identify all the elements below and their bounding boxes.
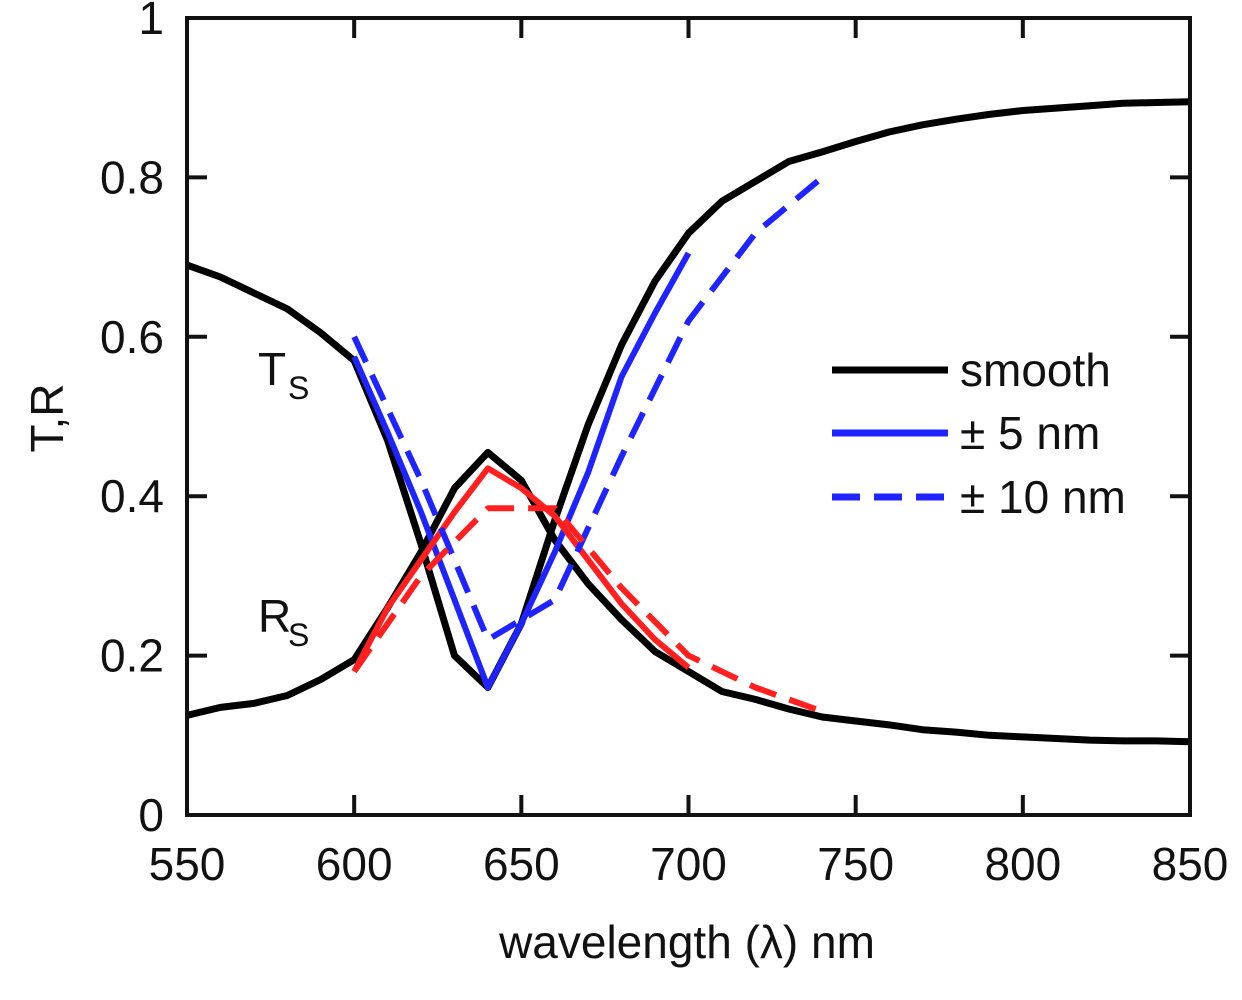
y-tick-label-4: 0.8	[100, 151, 164, 203]
x-axis-label: wavelength (λ) nm	[498, 916, 875, 968]
x-tick-label-1: 600	[316, 838, 393, 890]
series-line-4	[351, 175, 825, 643]
x-tick-label-6: 850	[1152, 838, 1229, 890]
x-tick-label-0: 550	[149, 838, 226, 890]
y-axis-label: T,R	[21, 384, 73, 453]
x-tick-label-2: 650	[483, 838, 560, 890]
annotation-main-0: T	[258, 343, 286, 395]
plot-area	[185, 98, 1191, 746]
legend: smooth ± 5 nm ± 10 nm	[832, 344, 1126, 523]
annotations: T SRS	[258, 343, 309, 653]
x-tick-label-5: 800	[984, 838, 1061, 890]
axes-layer: 550 600 650 700 750 800 850 0 0.2 0.4 0.6 0.8 1	[100, 0, 1228, 890]
annotation-sub-1: S	[288, 617, 309, 653]
series-line-5	[351, 505, 824, 715]
y-tick-label-0: 0	[138, 789, 164, 841]
y-tick-label-2: 0.4	[100, 470, 164, 522]
legend-label-2: ± 10 nm	[960, 471, 1126, 523]
y-tick-label-5: 1	[138, 0, 164, 44]
x-tick-label-3: 700	[650, 838, 727, 890]
annotation-sub-0: S	[288, 370, 309, 406]
series-line-3	[351, 465, 691, 673]
x-tick-label-4: 750	[817, 838, 894, 890]
y-tick-label-3: 0.6	[100, 311, 164, 363]
legend-label-0: smooth	[960, 344, 1111, 396]
series-line-2	[351, 251, 692, 691]
y-tick-label-1: 0.2	[100, 630, 164, 682]
legend-label-1: ± 5 nm	[960, 407, 1100, 459]
annotation-main-1: R	[258, 590, 291, 642]
series-line-1	[186, 448, 1191, 746]
